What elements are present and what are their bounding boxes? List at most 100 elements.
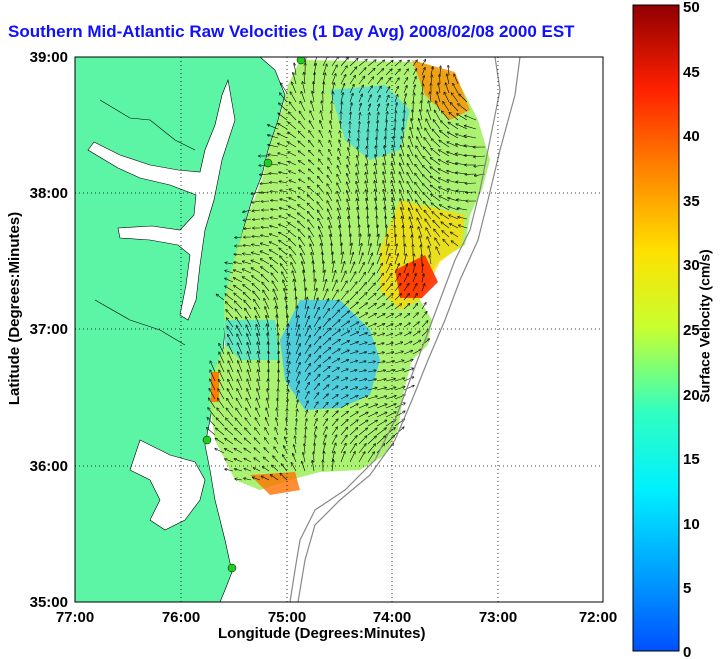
velocity-arrow <box>216 294 225 301</box>
velocity-arrow <box>368 113 370 121</box>
velocity-arrow <box>310 111 315 121</box>
velocity-arrow <box>228 370 234 382</box>
velocity-arrow <box>209 398 216 409</box>
velocity-arrow <box>267 398 270 409</box>
velocity-arrow <box>263 290 270 301</box>
velocity-arrow <box>340 252 343 265</box>
velocity-arrow <box>253 219 261 220</box>
velocity-arrow <box>309 121 315 130</box>
velocity-arrow <box>300 101 306 112</box>
velocity-arrow <box>248 352 252 364</box>
velocity-arrow <box>367 343 376 346</box>
velocity-arrow <box>340 395 348 400</box>
velocity-arrow <box>254 438 261 445</box>
velocity-arrow <box>358 428 367 436</box>
velocity-arrow <box>319 130 324 139</box>
velocity-arrow <box>456 124 468 130</box>
velocity-arrow <box>385 361 394 364</box>
velocity-arrow <box>444 92 450 103</box>
velocity-arrow <box>394 294 401 301</box>
velocity-arrow <box>295 391 299 400</box>
velocity-arrow <box>436 247 441 256</box>
velocity-arrow <box>331 330 340 337</box>
velocity-arrow <box>242 277 252 283</box>
velocity-arrow <box>367 138 368 148</box>
velocity-arrow <box>367 314 376 319</box>
velocity-arrow <box>298 131 306 139</box>
velocity-arrow <box>367 420 377 427</box>
velocity-arrow <box>256 398 261 409</box>
velocity-arrow <box>279 172 288 175</box>
velocity-arrow <box>331 310 340 319</box>
velocity-arrow <box>207 418 216 427</box>
velocity-arrow <box>225 449 234 454</box>
velocity-arrow <box>234 293 243 301</box>
velocity-arrow <box>358 352 367 355</box>
velocity-arrow <box>340 341 349 346</box>
velocity-arrow <box>219 370 225 382</box>
velocity-arrow <box>298 141 306 148</box>
velocity-arrow <box>237 343 243 355</box>
y-tick: 35:00 <box>30 594 68 611</box>
colorbar-tick: 5 <box>683 580 691 597</box>
velocity-arrow <box>261 235 270 238</box>
velocity-arrow <box>376 352 384 354</box>
velocity-arrow <box>279 181 288 184</box>
velocity-arrow <box>457 208 468 211</box>
velocity-arrow <box>437 92 441 103</box>
velocity-arrow <box>358 243 362 256</box>
velocity-arrow <box>283 280 288 292</box>
velocity-arrow <box>403 351 412 355</box>
velocity-arrow <box>323 261 324 274</box>
velocity-arrow <box>340 84 345 94</box>
velocity-arrow <box>305 427 306 436</box>
velocity-arrow <box>269 173 279 174</box>
velocity-arrow <box>331 300 339 310</box>
velocity-arrow <box>322 394 328 400</box>
velocity-arrow <box>301 253 306 265</box>
velocity-arrow <box>262 467 270 472</box>
velocity-arrow <box>474 165 486 167</box>
velocity-arrow <box>308 186 315 193</box>
velocity-arrow <box>434 229 441 238</box>
velocity-arrow <box>421 245 422 256</box>
velocity-arrow <box>219 344 225 355</box>
velocity-arrow <box>261 476 270 481</box>
velocity-arrow <box>286 343 289 355</box>
velocity-arrow <box>264 448 270 454</box>
velocity-arrow <box>422 84 423 94</box>
velocity-arrow <box>385 324 393 328</box>
velocity-arrow <box>399 172 405 184</box>
velocity-arrow <box>340 291 348 301</box>
velocity-arrow <box>358 68 366 76</box>
velocity-arrow <box>322 319 330 328</box>
velocity-arrow <box>431 194 441 202</box>
velocity-arrow <box>384 146 387 157</box>
velocity-arrow <box>394 284 401 292</box>
velocity-arrow <box>349 272 356 283</box>
velocity-arrow <box>288 215 297 220</box>
velocity-arrow <box>403 323 410 328</box>
velocity-arrow <box>367 273 375 283</box>
velocity-arrow <box>278 113 288 121</box>
velocity-arrow <box>261 267 270 274</box>
velocity-arrow <box>298 221 306 229</box>
river-lower <box>94 299 186 346</box>
velocity-arrow <box>349 361 357 364</box>
velocity-arrow <box>442 111 450 121</box>
velocity-arrow <box>385 334 393 337</box>
velocity-arrow <box>268 135 279 139</box>
velocity-low-region <box>280 300 380 410</box>
colorbar-tick: 50 <box>683 0 700 16</box>
velocity-arrow <box>423 184 432 193</box>
velocity-arrow <box>308 178 315 184</box>
velocity-arrow <box>368 121 369 130</box>
velocity-arrow <box>242 261 252 265</box>
velocity-arrow <box>225 286 234 292</box>
velocity-arrow <box>376 86 381 94</box>
velocity-arrow <box>367 244 371 256</box>
velocity-arrow <box>376 379 386 382</box>
velocity-arrow <box>450 224 459 229</box>
velocity-arrow <box>421 68 425 76</box>
velocity-arrow <box>235 418 243 427</box>
